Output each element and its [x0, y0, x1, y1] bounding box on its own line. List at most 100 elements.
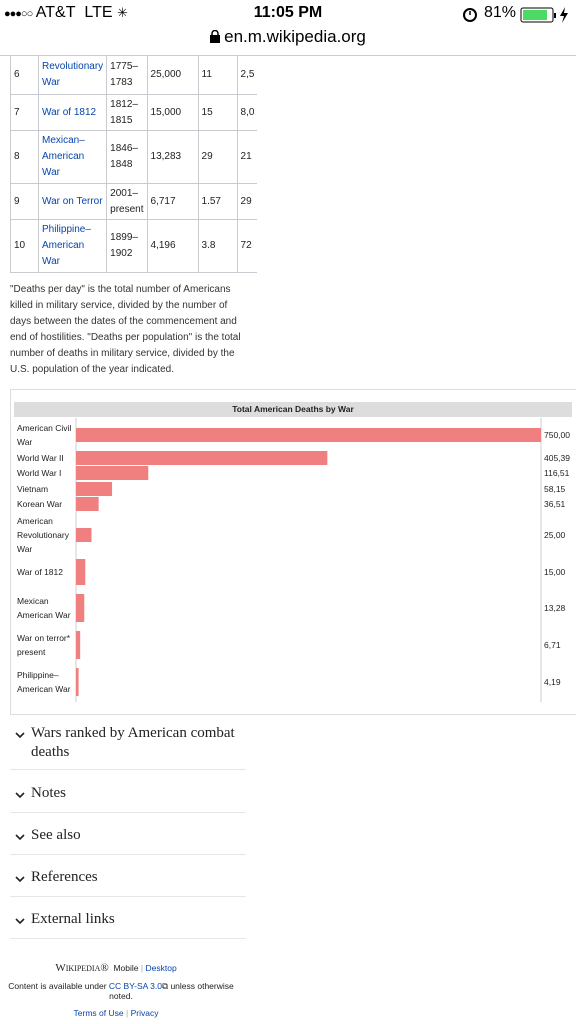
table-cell: 1.57	[197, 183, 238, 220]
table-cell: Revolutionary War	[37, 55, 108, 95]
bar	[76, 594, 85, 622]
table-cell: 7	[10, 94, 39, 131]
cell-text: 6,717	[150, 195, 176, 207]
license-suffix: unless otherwise noted.	[109, 981, 234, 1001]
table-cell: 15	[197, 94, 238, 131]
terms-link[interactable]: Terms of Use	[73, 1008, 124, 1018]
category-label: Vietnam	[17, 484, 49, 494]
bar	[76, 668, 79, 696]
value-label: 36,51	[544, 499, 566, 509]
category-label: World War II	[17, 453, 64, 463]
mode-current: Mobile	[113, 963, 139, 973]
wordmark: Wikipedia®	[55, 962, 109, 974]
spinner: ✳	[117, 5, 128, 20]
license-link[interactable]: CC BY-SA 3.0	[108, 981, 162, 991]
network: LTE	[84, 4, 113, 21]
table-cell: 3.8	[197, 219, 238, 273]
table-cell: 1846–1848	[106, 130, 148, 184]
section-title: References	[31, 869, 98, 885]
table-note: "Deaths per day" is the total number of …	[10, 284, 241, 375]
category-label: Philippine–American War	[17, 670, 71, 694]
section-header[interactable]: References	[10, 868, 246, 897]
table-row: 8 Mexican–American War 1846–1848 13,283 29 21	[10, 130, 258, 184]
privacy-link[interactable]: Privacy	[130, 1008, 159, 1018]
cell-text: 11	[201, 69, 212, 80]
status-icons	[463, 7, 568, 23]
table-cell: 8	[10, 130, 39, 184]
license-prefix: Content is available under	[8, 981, 107, 991]
cell-text: 1846–1848	[110, 143, 138, 170]
section-header[interactable]: Notes	[10, 784, 246, 813]
cell-text: 2,5	[240, 69, 255, 80]
table-row: 7 War of 1812 1812–1815 15,000 15 8,0	[10, 94, 258, 131]
category-label: World War I	[17, 468, 62, 478]
war-table: 6 Revolutionary War 1775–1783 25,000 11 2,5 7 W…	[10, 55, 258, 273]
bar	[76, 528, 92, 542]
table-cell: 21	[236, 130, 258, 184]
value-label: 4,19	[544, 677, 561, 687]
table-cell: 29	[197, 130, 238, 184]
table-cell: 1775–1783	[106, 55, 148, 95]
table-row: 10 Philippine–American War 1899–1902 4,196 3…	[10, 219, 258, 273]
cell-text: 8,0	[240, 106, 255, 118]
cell-text: 10	[14, 240, 26, 251]
value-label: 405,39	[544, 453, 570, 463]
bar	[76, 482, 113, 496]
bar	[76, 497, 99, 511]
signal-dots: ●●●○○	[4, 8, 33, 20]
bar	[76, 451, 328, 465]
license: Content is available under CC BY-SA 3.0⧉…	[8, 981, 234, 1001]
cell-text: 29	[240, 195, 252, 207]
category-label: Mexican American War	[17, 596, 71, 620]
lock-icon	[210, 29, 221, 43]
cell-text: 7	[14, 106, 20, 118]
address-bar[interactable]: en.m.wikipedia.org	[0, 27, 576, 47]
table-cell: War of 1812	[37, 94, 108, 131]
section-title: See also	[31, 827, 81, 843]
war-link[interactable]: War on Terror	[42, 195, 103, 207]
table-cell: 2,5	[236, 55, 258, 95]
cell-text: 72	[240, 240, 252, 251]
war-link[interactable]: War of 1812	[42, 106, 97, 118]
cell-text: 15,000	[150, 106, 182, 118]
table-cell: 6	[10, 55, 39, 95]
category-label: War on terror* present	[17, 633, 71, 657]
table-cell: 6,717	[146, 183, 199, 220]
cell-text: 1775–1783	[110, 61, 138, 88]
value-label: 25,00	[544, 530, 566, 540]
value-label: 6,71	[544, 640, 561, 650]
chart: Total American Deaths by War 750,00 405,3…	[10, 389, 576, 715]
chart-title: Total American Deaths by War	[14, 402, 572, 417]
chart-plot: 750,00 405,39 116,51 58,15 36,51 25,00 15,00 13…	[75, 418, 570, 702]
bar	[76, 428, 541, 442]
cell-text: 25,000	[150, 69, 182, 80]
desktop-link[interactable]: Desktop	[145, 963, 177, 973]
value-label: 116,51	[544, 468, 570, 478]
war-link[interactable]: Mexican–American War	[42, 135, 85, 178]
bar	[76, 466, 149, 480]
cell-text: 13,283	[150, 151, 182, 162]
table-cell: 29	[236, 183, 258, 220]
carrier: AT&T	[35, 4, 76, 21]
table-cell: 2001–present	[106, 183, 148, 220]
value-label: 58,15	[544, 484, 566, 494]
section-title: Notes	[31, 785, 66, 801]
cell-text: 1899–1902	[110, 232, 138, 259]
table-cell: 15,000	[146, 94, 199, 131]
section-header[interactable]: See also	[10, 826, 246, 855]
category-label: Korean War	[17, 499, 63, 509]
cell-text: 21	[240, 151, 252, 162]
section-header[interactable]: Wars ranked by American combat deaths	[10, 724, 246, 770]
war-link[interactable]: Revolutionary War	[42, 61, 104, 88]
table-cell: 1899–1902	[106, 219, 148, 273]
section-header[interactable]: External links	[10, 910, 246, 939]
footer-links: Terms of Use | Privacy	[73, 1008, 159, 1018]
status-bar: ●●●○○ AT&T LTE ✳ 11:05 PM 81% en.m.wikip…	[0, 0, 576, 56]
table-cell: 13,283	[146, 130, 199, 184]
cell-text: 9	[14, 195, 20, 207]
war-link[interactable]: Philippine–American War	[42, 224, 91, 267]
table-cell: 8,0	[236, 94, 258, 131]
bar	[76, 631, 81, 659]
table-cell: War on Terror	[37, 183, 108, 220]
